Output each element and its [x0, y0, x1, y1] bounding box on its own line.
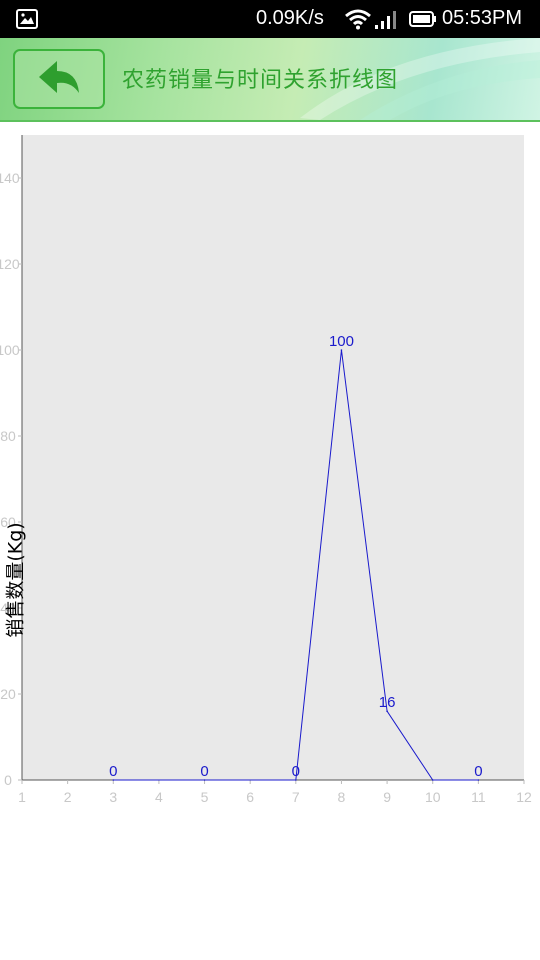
page-title: 农药销量与时间关系折线图 [122, 68, 399, 93]
picture-icon [16, 9, 38, 29]
data-label: 0 [292, 763, 300, 780]
data-label: 16 [379, 694, 396, 711]
y-tick-label: 0 [4, 772, 12, 788]
x-tick-label: 11 [471, 789, 486, 805]
status-clock: 05:53PM [442, 7, 523, 29]
y-tick-label: 120 [0, 256, 20, 272]
y-tick-label: 40 [0, 600, 16, 616]
chart-area: 0 20 40 60 80 100 120 140 1 2 3 4 5 6 7 8 9 10 11 12 0 0 0 100 1… [0, 120, 540, 820]
x-tick-label: 6 [246, 789, 254, 805]
y-tick-label: 100 [0, 342, 20, 358]
x-tick-label: 5 [201, 789, 209, 805]
x-tick-label: 2 [64, 789, 72, 805]
x-tick-label: 7 [292, 789, 300, 805]
back-arrow-icon [39, 61, 79, 93]
battery-icon [409, 11, 436, 27]
plot-background [22, 135, 524, 780]
x-tick-label: 4 [155, 789, 163, 805]
y-tick-label: 140 [0, 170, 20, 186]
x-tick-label: 3 [109, 789, 117, 805]
data-label: 0 [200, 763, 208, 780]
data-point [340, 349, 343, 351]
data-point [112, 779, 115, 781]
wifi-icon [345, 9, 371, 30]
x-tick-label: 1 [18, 789, 26, 805]
data-label: 100 [329, 333, 354, 350]
data-point [386, 710, 388, 712]
data-point [431, 779, 434, 781]
data-label: 0 [109, 763, 117, 780]
data-point [477, 779, 480, 781]
y-tick-label: 20 [0, 686, 16, 702]
y-axis-title: 销售数量(Kg) [4, 522, 27, 638]
network-speed: 0.09K/s [256, 7, 324, 29]
data-point [295, 779, 297, 781]
title-bar: 农药销量与时间关系折线图 [0, 38, 540, 122]
decorative-swirl [300, 38, 540, 120]
x-tick-label: 8 [338, 789, 346, 805]
x-tick-label: 10 [425, 789, 441, 805]
x-tick-label: 9 [383, 789, 391, 805]
back-button[interactable] [13, 49, 105, 109]
status-bar: 0.09K/s 05:53PM [0, 0, 540, 38]
data-label: 0 [474, 763, 482, 780]
data-point [203, 779, 206, 781]
x-tick-label: 12 [516, 789, 532, 805]
signal-icon [375, 11, 396, 29]
y-tick-label: 80 [0, 428, 16, 444]
y-tick-label: 60 [0, 514, 16, 530]
